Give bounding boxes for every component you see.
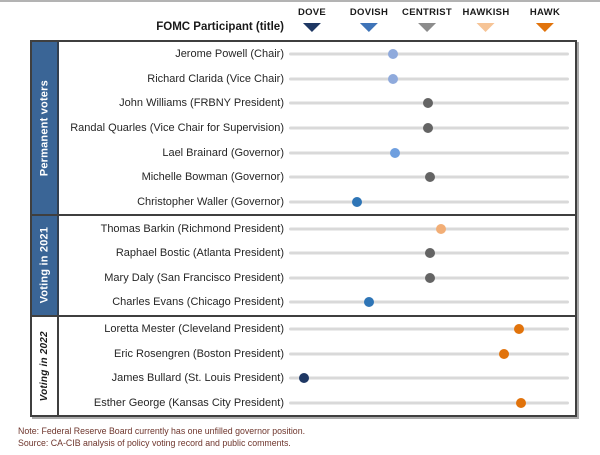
stance-track bbox=[289, 200, 569, 204]
participant-row: Michelle Bowman (Governor) bbox=[59, 165, 575, 190]
participant-row: Randal Quarles (Vice Chair for Supervisi… bbox=[59, 116, 575, 141]
participant-label: Charles Evans (Chicago President) bbox=[112, 296, 284, 309]
participant-label: Randal Quarles (Vice Chair for Supervisi… bbox=[70, 122, 284, 135]
stance-dot bbox=[516, 397, 526, 408]
stance-dot bbox=[436, 223, 446, 234]
stance-track bbox=[289, 77, 569, 81]
legend-label: DOVISH bbox=[349, 7, 389, 18]
participant-label: Christopher Waller (Governor) bbox=[137, 195, 284, 208]
voter-section: Voting in 2021 Thomas Barkin (Richmond P… bbox=[32, 214, 575, 315]
stance-dot bbox=[299, 373, 309, 384]
legend-item-dovish: DOVISH bbox=[350, 7, 388, 32]
participant-column-header: FOMC Participant (title) bbox=[156, 21, 284, 33]
stance-track bbox=[289, 300, 569, 304]
participant-row: Jerome Powell (Chair) bbox=[59, 42, 575, 67]
triangle-down-icon bbox=[303, 23, 321, 32]
stance-dot bbox=[423, 123, 433, 134]
section-label: Voting in 2022 bbox=[39, 330, 50, 401]
stance-track bbox=[289, 327, 569, 331]
legend-label: CENTRIST bbox=[402, 7, 452, 18]
footer-notes: Note: Federal Reserve Board currently ha… bbox=[18, 425, 305, 450]
participant-row: Mary Daly (San Francisco President) bbox=[59, 265, 575, 290]
participant-row: Thomas Barkin (Richmond President) bbox=[59, 216, 575, 241]
participant-row: Charles Evans (Chicago President) bbox=[59, 290, 575, 315]
section-rows: Loretta Mester (Cleveland President) Eri… bbox=[59, 317, 575, 415]
participant-label: Mary Daly (San Francisco President) bbox=[104, 271, 284, 284]
chart-box: Permanent voters Jerome Powell (Chair) R… bbox=[30, 40, 577, 417]
stance-track bbox=[289, 352, 569, 356]
participant-row: John Williams (FRBNY President) bbox=[59, 91, 575, 116]
legend-label: HAWK bbox=[529, 7, 561, 18]
stance-dot bbox=[364, 297, 374, 308]
stance-track bbox=[289, 52, 569, 56]
section-label: Voting in 2021 bbox=[38, 227, 51, 304]
section-sidebar: Permanent voters bbox=[32, 42, 59, 215]
participant-label: Raphael Bostic (Atlanta President) bbox=[115, 247, 284, 260]
footer-source: Source: CA-CIB analysis of policy voting… bbox=[18, 438, 291, 449]
participant-row: Eric Rosengren (Boston President) bbox=[59, 341, 575, 366]
participant-row: Raphael Bostic (Atlanta President) bbox=[59, 241, 575, 266]
stance-dot bbox=[499, 348, 509, 359]
legend-item-centrist: CENTRIST bbox=[402, 7, 452, 32]
stance-dot bbox=[352, 196, 362, 207]
participant-row: Richard Clarida (Vice Chair) bbox=[59, 67, 575, 92]
stance-dot bbox=[388, 49, 398, 60]
stance-dot bbox=[425, 172, 435, 183]
stance-dot bbox=[423, 98, 433, 109]
legend-label: HAWKISH bbox=[462, 7, 510, 18]
stance-track bbox=[289, 151, 569, 155]
participant-row: Esther George (Kansas City President) bbox=[59, 390, 575, 415]
stance-track bbox=[289, 227, 569, 230]
participant-label: James Bullard (St. Louis President) bbox=[111, 372, 284, 385]
top-border-line bbox=[0, 0, 600, 2]
voter-section: Permanent voters Jerome Powell (Chair) R… bbox=[32, 42, 575, 215]
stance-dot bbox=[425, 272, 435, 283]
legend-item-dove: DOVE bbox=[298, 7, 326, 32]
stance-dot bbox=[388, 73, 398, 84]
triangle-down-icon bbox=[359, 23, 378, 32]
section-rows: Jerome Powell (Chair) Richard Clarida (V… bbox=[59, 42, 575, 214]
stance-dot bbox=[390, 147, 400, 158]
stance-track bbox=[289, 401, 569, 405]
stance-track bbox=[289, 376, 569, 380]
participant-label: Thomas Barkin (Richmond President) bbox=[100, 222, 284, 235]
triangle-down-icon bbox=[477, 23, 495, 32]
triangle-down-icon bbox=[535, 23, 554, 32]
legend-label: DOVE bbox=[297, 7, 327, 18]
participant-label: Esther George (Kansas City President) bbox=[93, 396, 284, 409]
stance-dot bbox=[514, 323, 524, 334]
participant-label: Richard Clarida (Vice Chair) bbox=[147, 72, 284, 85]
sections: Permanent voters Jerome Powell (Chair) R… bbox=[32, 42, 575, 416]
participant-row: Loretta Mester (Cleveland President) bbox=[59, 317, 575, 342]
participant-label: John Williams (FRBNY President) bbox=[119, 97, 284, 110]
participant-label: Eric Rosengren (Boston President) bbox=[114, 347, 284, 360]
section-rows: Thomas Barkin (Richmond President) Rapha… bbox=[59, 216, 575, 314]
legend-item-hawk: HAWK bbox=[530, 7, 560, 32]
participant-label: Lael Brainard (Governor) bbox=[162, 146, 284, 159]
participant-row: Christopher Waller (Governor) bbox=[59, 190, 575, 215]
section-label: Permanent voters bbox=[38, 80, 51, 177]
participant-label: Loretta Mester (Cleveland President) bbox=[104, 322, 284, 335]
stance-dot bbox=[425, 248, 435, 259]
legend-item-hawkish: HAWKISH bbox=[463, 7, 510, 32]
section-sidebar: Voting in 2022 bbox=[32, 316, 59, 416]
voter-section: Voting in 2022 Loretta Mester (Cleveland… bbox=[32, 314, 575, 416]
triangle-down-icon bbox=[418, 23, 436, 32]
section-sidebar: Voting in 2021 bbox=[32, 216, 59, 315]
footer-note: Note: Federal Reserve Board currently ha… bbox=[18, 426, 306, 436]
participant-row: Lael Brainard (Governor) bbox=[59, 140, 575, 165]
participant-label: Michelle Bowman (Governor) bbox=[141, 171, 284, 184]
participant-row: James Bullard (St. Louis President) bbox=[59, 366, 575, 391]
participant-label: Jerome Powell (Chair) bbox=[175, 48, 284, 61]
